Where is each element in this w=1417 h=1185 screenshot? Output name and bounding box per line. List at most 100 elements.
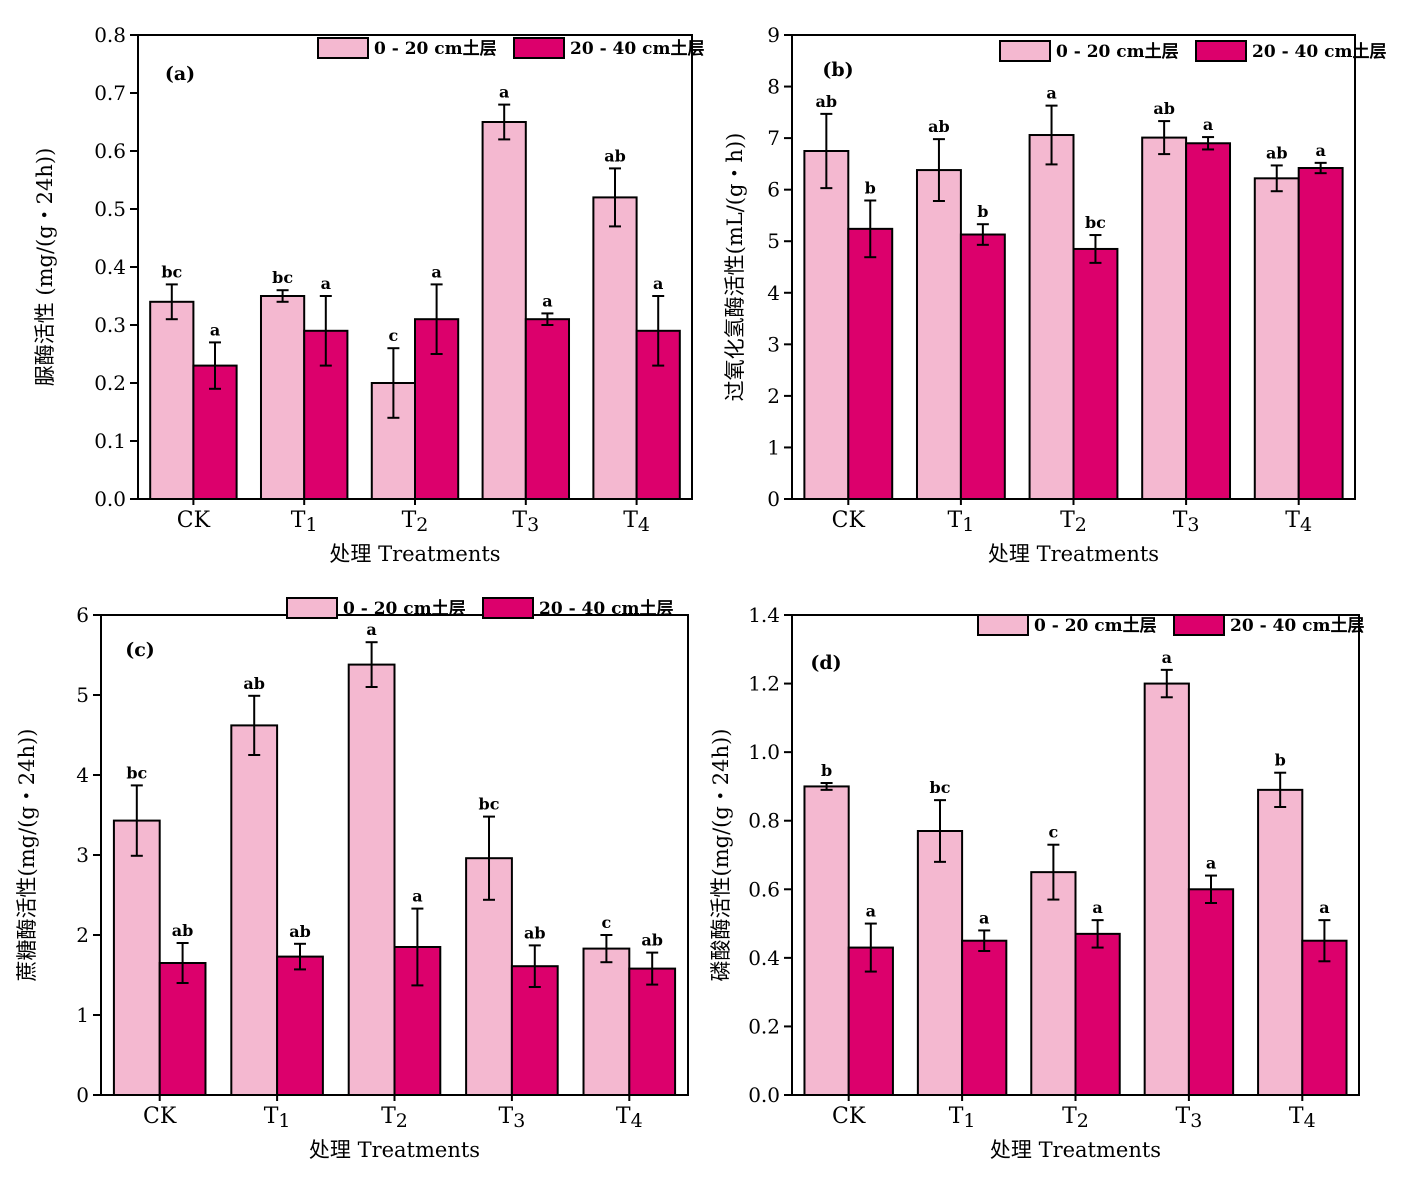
- y-tick-label: 1.0: [748, 740, 780, 764]
- bar: [1074, 932, 1121, 1096]
- legend-label: 20 - 40 cm土层: [1230, 615, 1364, 636]
- y-tick-label: 0.6: [748, 877, 780, 901]
- panel-label: (c): [125, 639, 155, 661]
- y-tick-label: 3: [76, 843, 89, 867]
- y-tick-label: 0.5: [94, 197, 126, 221]
- y-tick-label: 0.8: [748, 809, 780, 833]
- chart-panel-b: 0 1 2 3 4 5 6 7 8 9 ab b CK ab b T1 a bc T2 ab a T3 ab a T4 处理 Tr…: [708, 0, 1417, 594]
- significance-label: ab: [816, 92, 838, 111]
- panel-label: (b): [822, 59, 853, 81]
- legend-label: 0 - 20 cm土层: [343, 598, 466, 619]
- x-tick-label: T1: [949, 1104, 976, 1132]
- legend-swatch: [286, 597, 338, 619]
- chart-panel-d: 0.0 0.2 0.4 0.6 0.8 1.0 1.2 1.4 b a CK bc a T1 c a T2 a a T…: [708, 590, 1417, 1185]
- bar: [158, 962, 207, 1096]
- plot-frame: [791, 34, 1356, 500]
- chart-panel-c: 0 1 2 3 4 5 6 bc ab CK ab ab T1 a a T2 bc ab T3 c ab T4 处理 Tre…: [0, 590, 709, 1185]
- y-tick-label: 0.4: [748, 946, 780, 970]
- bar: [961, 939, 1008, 1097]
- bar: [1072, 247, 1119, 500]
- y-tick-label: 0: [76, 1083, 89, 1107]
- bar: [1028, 134, 1075, 500]
- chart-svg-c: 0 1 2 3 4 5 6 bc ab CK ab ab T1 a a T2 bc ab T3 c ab T4 处理 Tre…: [15, 597, 689, 1162]
- bar: [112, 819, 161, 1096]
- y-axis-title: 蔗糖酶活性(mg/(g・24h)): [15, 729, 39, 982]
- significance-label: a: [979, 908, 989, 927]
- y-tick-label: 0: [767, 487, 780, 511]
- legend-label: 20 - 40 cm土层: [570, 38, 704, 59]
- x-tick-label: CK: [177, 508, 211, 533]
- legend-label: 20 - 40 cm土层: [539, 598, 673, 619]
- bar: [803, 785, 850, 1097]
- y-tick-label: 1.4: [748, 603, 780, 627]
- bar: [347, 663, 396, 1096]
- x-tick-label: T1: [264, 1104, 291, 1132]
- significance-label: a: [653, 274, 663, 293]
- bar: [1185, 142, 1232, 500]
- y-tick-label: 0.0: [94, 487, 126, 511]
- bar: [230, 724, 279, 1096]
- significance-label: a: [210, 320, 220, 339]
- bar: [847, 227, 894, 501]
- chart-svg-a: 0.0 0.1 0.2 0.3 0.4 0.5 0.6 0.7 0.8 bc a CK bc a T1 c a T…: [33, 23, 704, 566]
- legend-swatch: [999, 40, 1051, 62]
- significance-label: bc: [930, 778, 951, 797]
- bar: [1253, 177, 1300, 501]
- significance-label: ab: [641, 931, 663, 950]
- bar: [1187, 888, 1235, 1096]
- y-tick-label: 0.2: [94, 371, 126, 395]
- significance-label: a: [1203, 115, 1213, 134]
- y-tick-label: 0.3: [94, 313, 126, 337]
- significance-label: a: [366, 620, 376, 639]
- y-tick-label: 5: [767, 229, 780, 253]
- significance-label: bc: [126, 763, 147, 782]
- x-tick-label: T1: [948, 508, 975, 536]
- y-axis-title: 脲酶活性 (mg/(g・24h)): [33, 148, 57, 387]
- significance-label: a: [321, 274, 331, 293]
- x-tick-label: CK: [143, 1104, 177, 1129]
- significance-label: b: [977, 202, 988, 221]
- bar: [959, 233, 1006, 501]
- y-tick-label: 0.4: [94, 255, 126, 279]
- x-tick-label: T4: [616, 1104, 643, 1132]
- x-tick-label: T2: [381, 1104, 408, 1132]
- significance-label: ab: [243, 674, 265, 693]
- significance-label: a: [1206, 854, 1216, 873]
- significance-label: bc: [1085, 213, 1106, 232]
- significance-label: a: [1162, 648, 1172, 667]
- y-tick-label: 5: [76, 683, 89, 707]
- x-tick-label: T4: [1285, 508, 1312, 536]
- x-tick-label: T3: [1173, 508, 1200, 536]
- x-axis-title: 处理 Treatments: [329, 542, 500, 566]
- x-tick-label: T4: [623, 508, 650, 536]
- significance-label: b: [1275, 751, 1286, 770]
- significance-label: a: [499, 83, 509, 102]
- x-tick-label: T2: [1062, 1104, 1089, 1132]
- bar: [592, 196, 638, 500]
- bar: [1301, 939, 1348, 1097]
- plot-frame: [137, 34, 693, 500]
- x-tick-label: T2: [1060, 508, 1087, 536]
- bar: [1030, 871, 1077, 1096]
- y-tick-label: 0.0: [748, 1083, 780, 1107]
- bar: [1141, 136, 1188, 500]
- x-tick-label: CK: [832, 508, 866, 533]
- y-tick-label: 2: [76, 923, 89, 947]
- legend-label: 0 - 20 cm土层: [1056, 41, 1179, 62]
- legend-swatch: [1195, 40, 1247, 62]
- significance-label: ab: [172, 921, 194, 940]
- x-tick-label: T3: [499, 1104, 526, 1132]
- bar: [481, 121, 527, 500]
- x-tick-label: T1: [291, 508, 318, 536]
- y-tick-label: 9: [767, 23, 780, 47]
- chart-panel-a: 0.0 0.1 0.2 0.3 0.4 0.5 0.6 0.7 0.8 bc a CK bc a T1 c a T…: [0, 0, 709, 594]
- x-tick-label: CK: [832, 1104, 866, 1129]
- y-axis-title: 过氧化氢酶活性(mL/(g・h)): [723, 133, 747, 402]
- y-tick-label: 6: [767, 178, 780, 202]
- x-axis-title: 处理 Treatments: [988, 542, 1159, 566]
- legend-swatch: [977, 614, 1029, 636]
- legend-swatch: [513, 37, 565, 59]
- significance-label: a: [542, 291, 552, 310]
- x-tick-label: T3: [1176, 1104, 1203, 1132]
- significance-label: a: [412, 887, 422, 906]
